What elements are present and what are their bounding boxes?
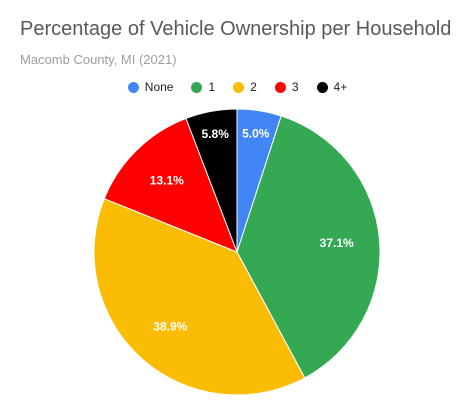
slice-data-label: 37.1% <box>320 236 354 250</box>
slice-data-label: 38.9% <box>153 320 187 334</box>
slice-data-label: 5.8% <box>202 127 230 141</box>
slice-data-label: 13.1% <box>150 174 184 188</box>
slice-data-label: 5.0% <box>242 126 270 140</box>
